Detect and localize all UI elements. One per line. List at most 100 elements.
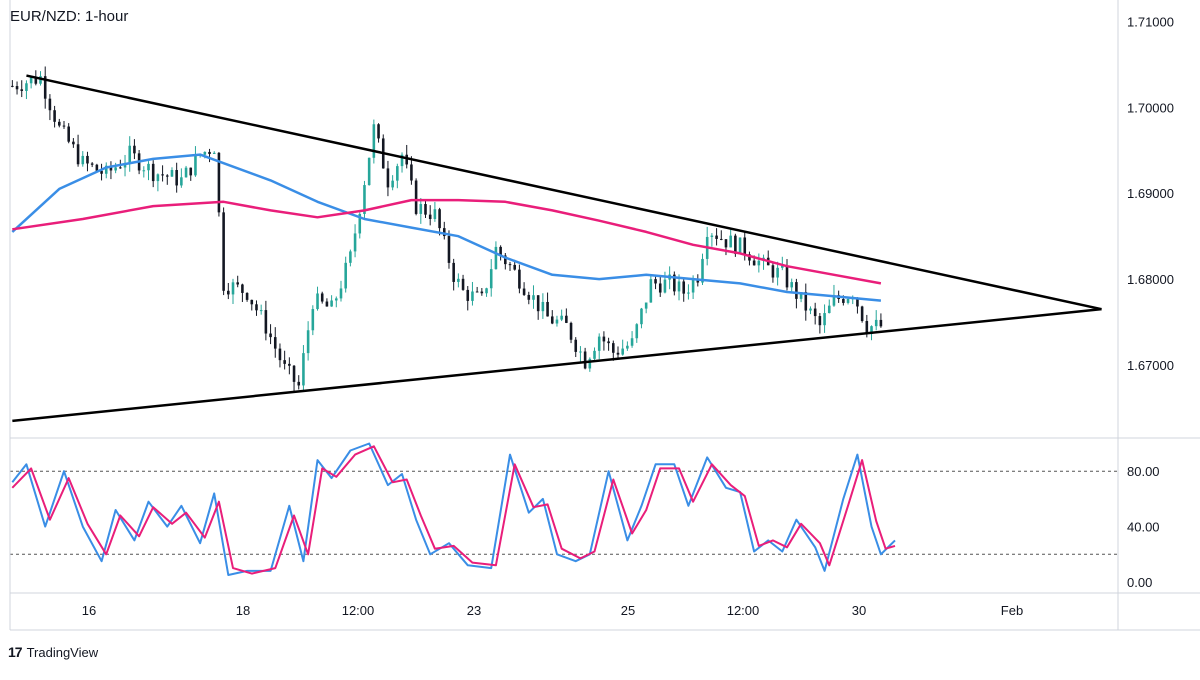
candle-body[interactable] bbox=[471, 291, 474, 301]
candle-body[interactable] bbox=[616, 352, 620, 355]
candle-body[interactable] bbox=[273, 337, 277, 349]
candle-body[interactable] bbox=[86, 155, 89, 164]
candle-body[interactable] bbox=[504, 255, 507, 265]
candle-body[interactable] bbox=[231, 282, 235, 295]
candle-body[interactable] bbox=[104, 165, 108, 174]
candle-body[interactable] bbox=[612, 343, 615, 353]
candle-body[interactable] bbox=[649, 279, 653, 303]
candle-body[interactable] bbox=[475, 291, 479, 293]
candle-body[interactable] bbox=[771, 265, 775, 278]
candle-body[interactable] bbox=[658, 283, 662, 293]
candle-body[interactable] bbox=[349, 251, 352, 263]
candle-body[interactable] bbox=[687, 292, 690, 294]
candle-body[interactable] bbox=[15, 86, 19, 90]
candle-body[interactable] bbox=[654, 279, 657, 284]
sma-100-line[interactable] bbox=[11, 153, 882, 302]
candle-body[interactable] bbox=[555, 319, 559, 324]
candle-body[interactable] bbox=[466, 289, 470, 301]
candle-body[interactable] bbox=[804, 292, 808, 311]
candle-body[interactable] bbox=[865, 321, 869, 335]
candle-body[interactable] bbox=[442, 228, 446, 237]
candle-body[interactable] bbox=[222, 212, 225, 291]
candle-body[interactable] bbox=[386, 168, 390, 188]
candle-body[interactable] bbox=[358, 213, 362, 234]
candle-body[interactable] bbox=[419, 204, 423, 214]
candle-body[interactable] bbox=[827, 305, 831, 314]
candle-body[interactable] bbox=[682, 281, 686, 294]
candle-body[interactable] bbox=[241, 284, 244, 293]
candle-body[interactable] bbox=[710, 235, 714, 237]
candle-body[interactable] bbox=[856, 298, 859, 307]
candle-body[interactable] bbox=[569, 322, 573, 340]
candle-body[interactable] bbox=[593, 350, 596, 359]
candle-body[interactable] bbox=[250, 299, 254, 305]
candle-body[interactable] bbox=[363, 185, 366, 214]
candle-body[interactable] bbox=[11, 85, 14, 87]
candle-body[interactable] bbox=[795, 282, 798, 299]
candle-body[interactable] bbox=[212, 152, 216, 154]
candle-body[interactable] bbox=[715, 235, 718, 239]
candle-body[interactable] bbox=[673, 274, 676, 292]
candle-body[interactable] bbox=[621, 348, 624, 355]
candle-body[interactable] bbox=[180, 177, 183, 186]
candle-body[interactable] bbox=[25, 83, 28, 91]
candle-body[interactable] bbox=[405, 154, 409, 165]
candle-body[interactable] bbox=[452, 262, 455, 282]
candle-body[interactable] bbox=[142, 170, 146, 172]
candle-body[interactable] bbox=[72, 141, 75, 145]
candle-body[interactable] bbox=[264, 310, 268, 334]
candle-body[interactable] bbox=[95, 164, 99, 171]
candle-body[interactable] bbox=[743, 237, 747, 255]
candle-body[interactable] bbox=[691, 278, 695, 293]
candle-body[interactable] bbox=[189, 167, 193, 176]
candle-body[interactable] bbox=[790, 282, 793, 288]
candle-body[interactable] bbox=[513, 264, 516, 270]
candle-body[interactable] bbox=[320, 293, 324, 302]
candle-body[interactable] bbox=[583, 351, 587, 369]
candle-body[interactable] bbox=[100, 170, 103, 174]
candle-body[interactable] bbox=[29, 77, 33, 84]
candle-body[interactable] bbox=[428, 214, 432, 219]
candle-body[interactable] bbox=[832, 295, 836, 306]
candle-body[interactable] bbox=[644, 302, 648, 309]
candle-body[interactable] bbox=[283, 360, 286, 364]
candle-body[interactable] bbox=[433, 209, 437, 219]
candle-body[interactable] bbox=[574, 339, 578, 352]
candle-body[interactable] bbox=[133, 145, 136, 154]
candle-body[interactable] bbox=[860, 306, 864, 322]
candle-body[interactable] bbox=[288, 363, 291, 366]
candle-body[interactable] bbox=[43, 76, 47, 99]
candle-body[interactable] bbox=[414, 180, 418, 214]
candle-body[interactable] bbox=[536, 295, 540, 312]
candle-body[interactable] bbox=[245, 292, 249, 300]
candle-body[interactable] bbox=[302, 353, 305, 386]
candle-body[interactable] bbox=[874, 319, 878, 327]
candle-body[interactable] bbox=[90, 163, 94, 165]
candle-body[interactable] bbox=[597, 336, 601, 351]
candle-body[interactable] bbox=[546, 301, 549, 317]
candle-body[interactable] bbox=[48, 98, 52, 111]
candle-body[interactable] bbox=[494, 246, 498, 270]
candle-body[interactable] bbox=[236, 282, 239, 285]
candle-body[interactable] bbox=[316, 293, 319, 310]
candle-body[interactable] bbox=[67, 126, 70, 142]
candle-body[interactable] bbox=[62, 125, 66, 127]
candle-body[interactable] bbox=[781, 265, 784, 268]
candle-body[interactable] bbox=[489, 269, 493, 289]
candle-body[interactable] bbox=[175, 170, 178, 186]
candle-body[interactable] bbox=[485, 288, 488, 294]
candle-body[interactable] bbox=[532, 295, 535, 300]
candle-body[interactable] bbox=[170, 170, 174, 177]
candle-body[interactable] bbox=[58, 121, 61, 126]
candle-body[interactable] bbox=[799, 292, 803, 299]
candle-body[interactable] bbox=[76, 144, 80, 165]
candle-body[interactable] bbox=[81, 155, 85, 165]
candle-body[interactable] bbox=[879, 319, 883, 327]
candle-body[interactable] bbox=[480, 291, 484, 294]
candle-body[interactable] bbox=[227, 290, 230, 295]
candle-body[interactable] bbox=[372, 124, 376, 158]
candle-body[interactable] bbox=[184, 167, 188, 178]
candle-body[interactable] bbox=[461, 278, 465, 290]
